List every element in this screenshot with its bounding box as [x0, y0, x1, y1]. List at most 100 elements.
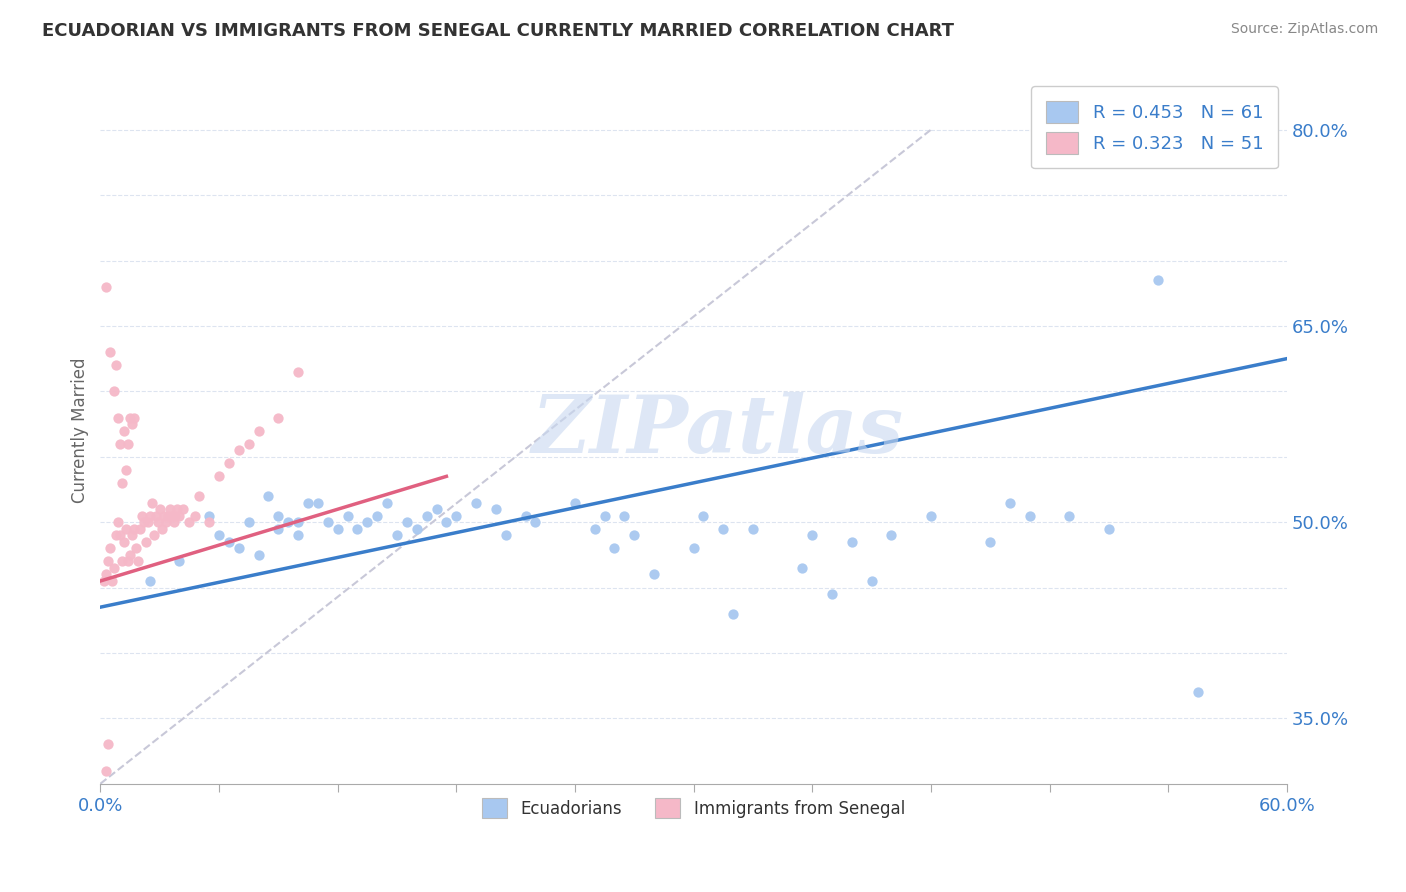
Point: [267, 410, 290, 425]
Point: [150, 522, 173, 536]
Point: [583, 522, 606, 536]
Point: [208, 528, 231, 542]
Y-axis label: Currently Married: Currently Married: [72, 358, 89, 503]
Point: [860, 574, 883, 588]
Point: [446, 508, 468, 523]
Point: [132, 515, 155, 529]
Point: [564, 495, 586, 509]
Point: [356, 515, 378, 529]
Point: [111, 475, 134, 490]
Point: [287, 515, 309, 529]
Point: [107, 410, 129, 425]
Point: [96, 764, 118, 778]
Point: [97, 738, 120, 752]
Point: [436, 515, 458, 529]
Point: [155, 515, 177, 529]
Point: [111, 554, 134, 568]
Point: [101, 574, 124, 588]
Point: [485, 502, 508, 516]
Point: [156, 508, 179, 523]
Point: [515, 508, 537, 523]
Point: [721, 607, 744, 621]
Point: [149, 502, 172, 516]
Point: [139, 508, 162, 523]
Point: [188, 489, 211, 503]
Point: [623, 528, 645, 542]
Point: [97, 554, 120, 568]
Point: [146, 515, 169, 529]
Point: [880, 528, 903, 542]
Point: [643, 567, 665, 582]
Point: [603, 541, 626, 556]
Point: [998, 495, 1021, 509]
Point: [415, 508, 437, 523]
Point: [107, 515, 129, 529]
Point: [841, 534, 863, 549]
Point: [228, 443, 250, 458]
Point: [145, 508, 167, 523]
Point: [96, 279, 118, 293]
Point: [495, 528, 517, 542]
Point: [297, 495, 319, 509]
Point: [141, 495, 163, 509]
Point: [375, 495, 398, 509]
Point: [247, 424, 270, 438]
Point: [1187, 685, 1209, 699]
Point: [336, 508, 359, 523]
Point: [692, 508, 714, 523]
Point: [465, 495, 488, 509]
Point: [122, 410, 145, 425]
Point: [979, 534, 1001, 549]
Point: [112, 534, 135, 549]
Point: [346, 522, 368, 536]
Point: [98, 541, 121, 556]
Point: [129, 522, 152, 536]
Point: [524, 515, 547, 529]
Point: [247, 548, 270, 562]
Point: [425, 502, 447, 516]
Point: [127, 554, 149, 568]
Point: [108, 528, 131, 542]
Point: [1059, 508, 1081, 523]
Point: [136, 515, 159, 529]
Point: [208, 469, 231, 483]
Point: [165, 508, 187, 523]
Text: Source: ZipAtlas.com: Source: ZipAtlas.com: [1230, 22, 1378, 37]
Point: [287, 528, 309, 542]
Point: [198, 515, 221, 529]
Point: [125, 541, 148, 556]
Point: [385, 528, 408, 542]
Point: [142, 528, 165, 542]
Point: [920, 508, 942, 523]
Text: ZIPatlas: ZIPatlas: [531, 392, 904, 469]
Point: [218, 534, 240, 549]
Point: [792, 561, 814, 575]
Point: [238, 515, 260, 529]
Point: [184, 508, 207, 523]
Point: [131, 508, 153, 523]
Point: [613, 508, 636, 523]
Point: [160, 508, 183, 523]
Point: [711, 522, 734, 536]
Point: [682, 541, 704, 556]
Legend: Ecuadorians, Immigrants from Senegal: Ecuadorians, Immigrants from Senegal: [475, 791, 911, 825]
Point: [307, 495, 329, 509]
Point: [801, 528, 824, 542]
Text: ECUADORIAN VS IMMIGRANTS FROM SENEGAL CURRENTLY MARRIED CORRELATION CHART: ECUADORIAN VS IMMIGRANTS FROM SENEGAL CU…: [42, 22, 955, 40]
Point: [121, 417, 143, 431]
Point: [169, 508, 191, 523]
Point: [115, 522, 138, 536]
Point: [267, 508, 290, 523]
Point: [115, 463, 138, 477]
Point: [366, 508, 388, 523]
Point: [267, 522, 290, 536]
Point: [287, 365, 309, 379]
Point: [166, 502, 188, 516]
Point: [152, 508, 174, 523]
Point: [162, 515, 184, 529]
Point: [159, 502, 181, 516]
Point: [257, 489, 280, 503]
Point: [742, 522, 765, 536]
Point: [96, 567, 118, 582]
Point: [103, 561, 125, 575]
